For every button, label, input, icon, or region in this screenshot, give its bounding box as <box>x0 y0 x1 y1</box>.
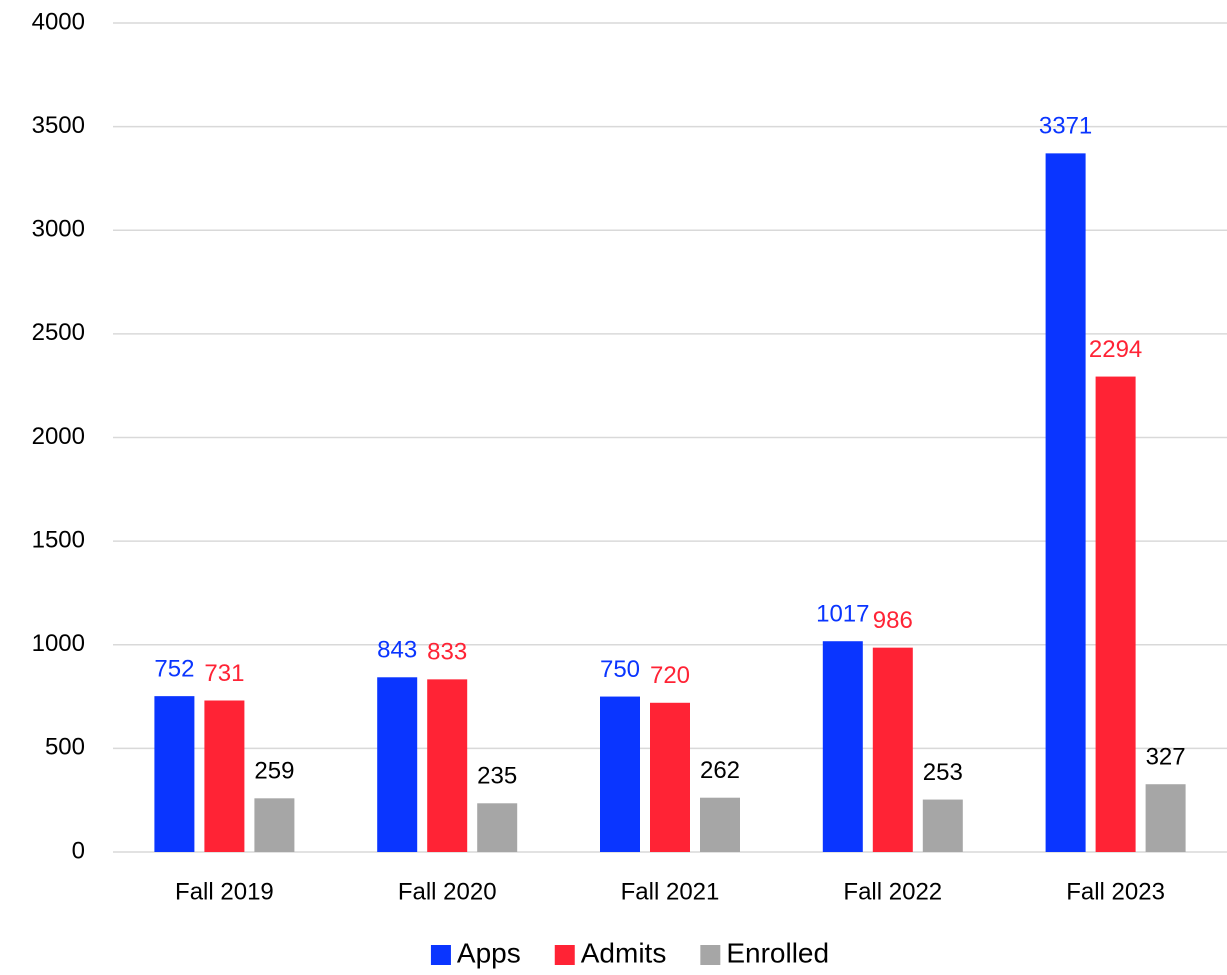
data-label: 235 <box>477 763 517 790</box>
x-tick-label: Fall 2021 <box>621 878 720 905</box>
data-label: 259 <box>254 758 294 785</box>
bar <box>650 702 690 852</box>
x-tick-label: Fall 2023 <box>1066 878 1165 905</box>
data-label: 327 <box>1146 744 1186 771</box>
bar <box>700 797 740 852</box>
data-label: 750 <box>600 656 640 683</box>
y-tick-label: 4000 <box>32 8 85 35</box>
x-tick-label: Fall 2019 <box>175 878 274 905</box>
bar <box>427 679 468 852</box>
data-label: 833 <box>427 639 467 666</box>
bar <box>477 803 518 852</box>
y-tick-label: 3500 <box>32 112 85 139</box>
bar <box>822 641 863 852</box>
bar <box>922 799 963 852</box>
data-label: 843 <box>377 637 417 664</box>
y-tick-label: 2000 <box>32 423 85 450</box>
bar <box>872 647 913 852</box>
bar <box>204 700 245 852</box>
data-label: 253 <box>923 759 963 786</box>
data-label: 720 <box>650 662 690 689</box>
x-tick-label: Fall 2020 <box>398 878 497 905</box>
bar <box>600 696 640 852</box>
legend-swatch <box>430 945 451 965</box>
bar <box>254 798 295 852</box>
y-tick-label: 500 <box>45 734 85 761</box>
legend-swatch <box>554 945 575 965</box>
data-label: 986 <box>873 607 913 634</box>
data-label: 262 <box>700 757 740 784</box>
legend-swatch <box>700 945 721 965</box>
bar <box>1045 153 1086 853</box>
legend-label: Admits <box>581 937 667 968</box>
data-label: 731 <box>204 660 244 687</box>
data-label: 752 <box>154 655 194 682</box>
data-label: 1017 <box>816 601 869 628</box>
y-tick-label: 0 <box>72 837 85 864</box>
bar <box>377 677 418 852</box>
bar <box>1145 784 1186 852</box>
bar <box>154 696 195 852</box>
y-tick-label: 3000 <box>32 216 85 243</box>
y-tick-label: 2500 <box>32 319 85 346</box>
y-tick-label: 1000 <box>32 630 85 657</box>
data-label: 2294 <box>1089 336 1142 363</box>
legend-label: Enrolled <box>726 937 829 968</box>
legend-label: Apps <box>457 937 521 968</box>
data-label: 3371 <box>1039 113 1092 140</box>
x-tick-label: Fall 2022 <box>843 878 942 905</box>
bar <box>1095 376 1136 852</box>
y-tick-label: 1500 <box>32 526 85 553</box>
